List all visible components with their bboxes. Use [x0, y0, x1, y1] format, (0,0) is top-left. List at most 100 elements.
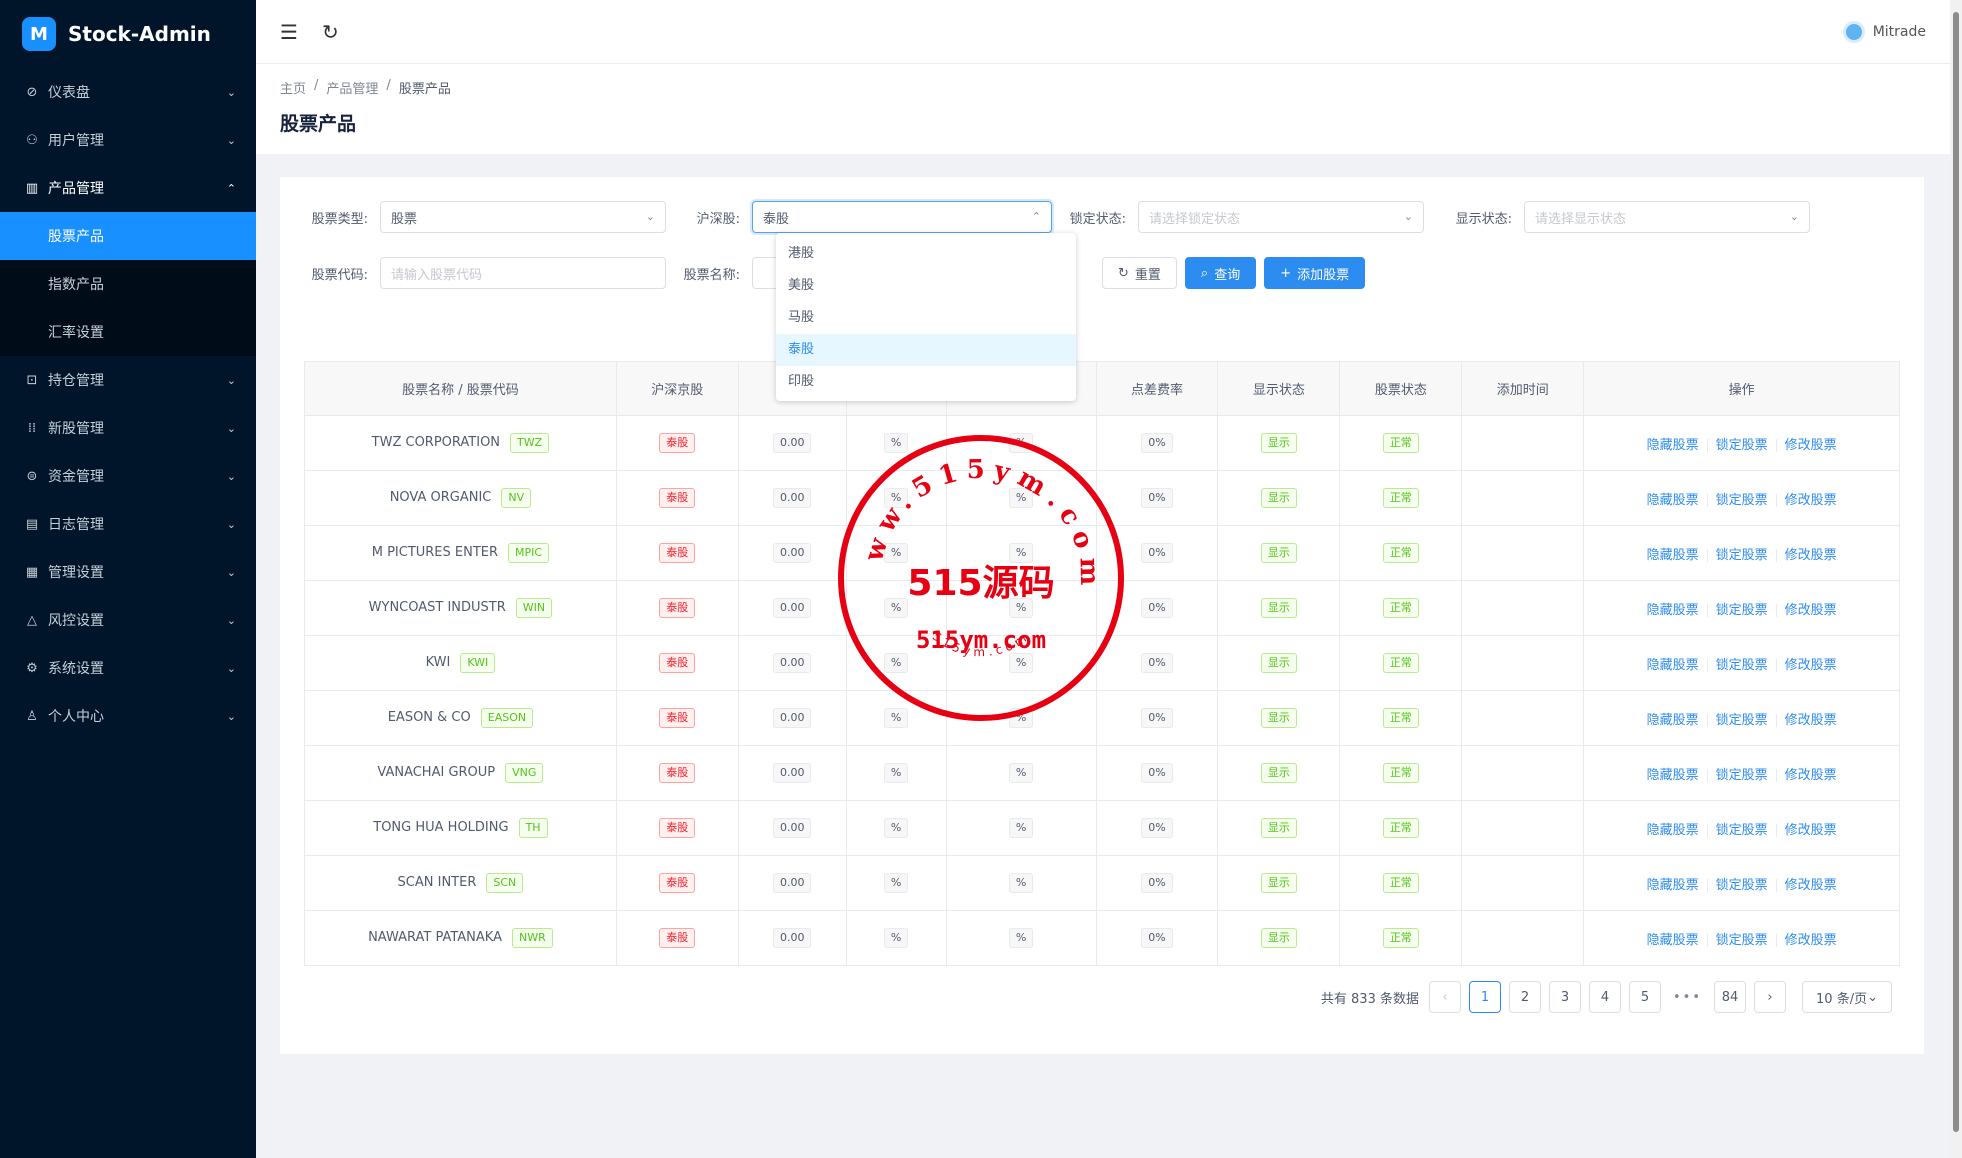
market-option[interactable]: 印股: [788, 374, 815, 389]
show-status-tag-cell: 显示: [1217, 855, 1341, 911]
lock-stock-link[interactable]: 锁定股票: [1715, 437, 1768, 453]
edit-stock-link[interactable]: 修改股票: [1784, 492, 1837, 508]
edit-stock-link[interactable]: 修改股票: [1784, 822, 1837, 838]
query-button[interactable]: ⌕ 查询: [1184, 257, 1257, 289]
stock-name-cell: KWI KWI: [304, 635, 617, 691]
stock-code-input[interactable]: 请输入股票代码: [380, 257, 666, 289]
column-header: 点差费率: [1096, 361, 1219, 416]
page-button[interactable]: 3: [1548, 981, 1581, 1013]
hide-stock-link[interactable]: 隐藏股票: [1646, 547, 1699, 563]
show-status-tag: 显示: [1260, 763, 1297, 783]
value-tag: 0.00: [772, 653, 812, 673]
hide-stock-link[interactable]: 隐藏股票: [1646, 657, 1699, 673]
lock-stock-link[interactable]: 锁定股票: [1715, 712, 1768, 728]
page-size-select[interactable]: 10 条/页 ⌄: [1802, 981, 1892, 1013]
edit-stock-link[interactable]: 修改股票: [1784, 437, 1837, 453]
lock-stock-link[interactable]: 锁定股票: [1715, 877, 1768, 893]
stock-table: 股票名称 / 股票代码 沪深京股 点差费率 显示状态 股票状态 添加时间 操作 TWZ CO…: [304, 361, 1900, 966]
market-select[interactable]: 泰股 ⌃: [752, 201, 1052, 233]
edit-stock-link[interactable]: 修改股票: [1784, 932, 1837, 948]
market-option[interactable]: 美股: [788, 278, 815, 293]
stock-status-tag: 正常: [1382, 763, 1419, 783]
market-tag-cell: 泰股: [616, 910, 739, 966]
market-option[interactable]: 港股: [788, 246, 815, 261]
logo[interactable]: M Stock-Admin: [0, 0, 256, 68]
breadcrumb-home[interactable]: 主页: [280, 82, 307, 97]
content-card: 股票类型: 股票 ⌄ 沪深股: 泰股 ⌃ 锁定状态: 请选择锁定状态 ⌄ 显示状…: [280, 177, 1924, 1054]
edit-stock-link[interactable]: 修改股票: [1784, 547, 1837, 563]
prev-page-button[interactable]: ‹: [1428, 981, 1461, 1013]
lock-stock-link[interactable]: 锁定股票: [1715, 767, 1768, 783]
sidebar-item-position[interactable]: ⊡ 持仓管理 ⌄: [0, 356, 256, 404]
sidebar-item-label: 新股管理: [48, 421, 104, 437]
percent-tag: %: [1008, 873, 1034, 893]
sidebar-item-chart[interactable]: ▥ 产品管理 ⌃: [0, 164, 256, 212]
sidebar-item-gear[interactable]: ⚙ 系统设置 ⌄: [0, 644, 256, 692]
edit-stock-link[interactable]: 修改股票: [1784, 712, 1837, 728]
show-status-tag-cell: 显示: [1217, 470, 1341, 526]
lock-stock-link[interactable]: 锁定股票: [1715, 932, 1768, 948]
divider: [1775, 768, 1777, 782]
hide-stock-link[interactable]: 隐藏股票: [1646, 602, 1699, 618]
sidebar-item-money[interactable]: ⊜ 资金管理 ⌄: [0, 452, 256, 500]
lock-stock-link[interactable]: 锁定股票: [1715, 547, 1768, 563]
sidebar-item-person[interactable]: ♙ 个人中心 ⌄: [0, 692, 256, 740]
user-menu[interactable]: Mitrade: [1842, 20, 1926, 43]
show-status-select[interactable]: 请选择显示状态 ⌄: [1524, 201, 1810, 233]
sidebar-item-label: 仪表盘: [48, 85, 90, 101]
sidebar-item-user-manage[interactable]: ⚇ 用户管理 ⌄: [0, 116, 256, 164]
page-ellipsis[interactable]: •••: [1668, 981, 1706, 1013]
menu-toggle-icon[interactable]: ☰: [280, 19, 298, 44]
edit-stock-link[interactable]: 修改股票: [1784, 767, 1837, 783]
scrollbar[interactable]: [1950, 0, 1962, 1158]
sidebar-item-dashboard[interactable]: ⊘ 仪表盘 ⌄: [0, 68, 256, 116]
page-button[interactable]: 4: [1588, 981, 1621, 1013]
lock-stock-link[interactable]: 锁定股票: [1715, 602, 1768, 618]
stock-name-cell: SCAN INTER SCN: [304, 855, 617, 911]
hide-stock-link[interactable]: 隐藏股票: [1646, 712, 1699, 728]
edit-stock-link[interactable]: 修改股票: [1784, 877, 1837, 893]
add-stock-button[interactable]: + 添加股票: [1264, 257, 1366, 289]
hide-stock-link[interactable]: 隐藏股票: [1646, 437, 1699, 453]
reset-button[interactable]: ↻ 重置: [1102, 257, 1177, 289]
sidebar-item-ipo[interactable]: ⁞⁞ 新股管理 ⌄: [0, 404, 256, 452]
chevron-down-icon: ⌄: [226, 517, 236, 531]
stock-code-tag: EASON: [480, 708, 534, 728]
refresh-icon[interactable]: ↻: [321, 19, 339, 44]
page-button[interactable]: 2: [1508, 981, 1541, 1013]
page-button[interactable]: 5: [1628, 981, 1661, 1013]
lock-stock-link[interactable]: 锁定股票: [1715, 492, 1768, 508]
market-option[interactable]: 马股: [788, 310, 815, 325]
sidebar-item-admin-settings[interactable]: ▦ 管理设置 ⌄: [0, 548, 256, 596]
edit-stock-link[interactable]: 修改股票: [1784, 657, 1837, 673]
sidebar-item-warning[interactable]: △ 风控设置 ⌄: [0, 596, 256, 644]
value-tag: 0.00: [772, 488, 812, 508]
hide-stock-link[interactable]: 隐藏股票: [1646, 877, 1699, 893]
sidebar-subitem[interactable]: 股票产品: [0, 212, 256, 260]
breadcrumb-product[interactable]: 产品管理: [326, 82, 379, 97]
lock-stock-link[interactable]: 锁定股票: [1715, 822, 1768, 838]
stock-type-select[interactable]: 股票 ⌄: [380, 201, 666, 233]
sidebar-subitem[interactable]: 汇率设置: [48, 325, 104, 341]
scrollbar-thumb[interactable]: [1953, 12, 1959, 1132]
table-body: TWZ CORPORATION TWZ 泰股 0.00%% 0% 显示 正常 隐藏股票 锁定股票…: [304, 415, 1900, 966]
operations-cell: 隐藏股票 锁定股票 修改股票: [1583, 415, 1900, 471]
spread-tag: 0%: [1141, 873, 1173, 893]
page-button[interactable]: 1: [1468, 981, 1501, 1013]
sidebar-item-log[interactable]: ▤ 日志管理 ⌄: [0, 500, 256, 548]
page-button[interactable]: 84: [1714, 981, 1746, 1013]
stock-name: EASON & CO: [387, 710, 471, 725]
lock-stock-link[interactable]: 锁定股票: [1715, 657, 1768, 673]
hide-stock-link[interactable]: 隐藏股票: [1646, 822, 1699, 838]
edit-stock-link[interactable]: 修改股票: [1784, 602, 1837, 618]
sidebar-subitem[interactable]: 指数产品: [48, 277, 104, 293]
column-header: 股票名称 / 股票代码: [304, 361, 617, 416]
stock-name: TWZ CORPORATION: [371, 435, 501, 450]
lock-status-select[interactable]: 请选择锁定状态 ⌄: [1138, 201, 1424, 233]
hide-stock-link[interactable]: 隐藏股票: [1646, 932, 1699, 948]
hide-stock-link[interactable]: 隐藏股票: [1646, 767, 1699, 783]
hide-stock-link[interactable]: 隐藏股票: [1646, 492, 1699, 508]
stock-status-tag: 正常: [1382, 873, 1419, 893]
market-option[interactable]: 泰股: [776, 334, 1076, 366]
next-page-button[interactable]: ›: [1754, 981, 1786, 1013]
